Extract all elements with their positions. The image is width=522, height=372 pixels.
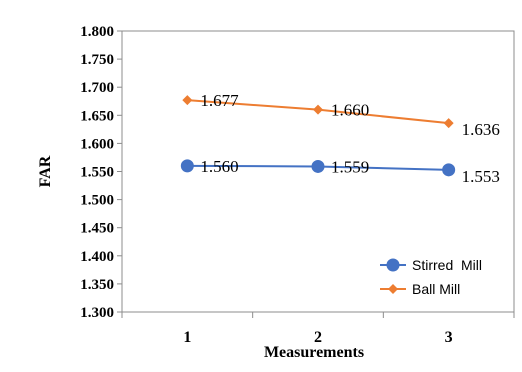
data-label: 1.660	[331, 101, 369, 120]
y-tick-label: 1.500	[80, 193, 114, 209]
data-point	[180, 159, 194, 173]
x-tick-label: 1	[183, 329, 191, 346]
legend-marker	[386, 258, 400, 272]
data-point	[443, 118, 454, 129]
x-axis-ticks: 1 2 3	[121, 312, 515, 346]
legend: Stirred Mill Ball Mill	[380, 257, 482, 297]
y-tick-label: 1.550	[80, 165, 114, 181]
y-axis-title: FAR	[37, 155, 54, 187]
data-label: 1.677	[200, 91, 239, 110]
plot-border	[121, 30, 515, 313]
y-tick-label: 1.750	[80, 52, 114, 68]
y-tick-label: 1.400	[80, 249, 114, 265]
x-tick-label: 2	[314, 329, 322, 346]
y-tick-label: 1.700	[80, 80, 114, 96]
x-tick-label: 3	[445, 329, 453, 346]
data-label: 1.636	[462, 120, 500, 139]
y-tick-label: 1.650	[80, 108, 114, 124]
y-tick-label: 1.600	[80, 136, 114, 152]
series-ball-mill: 1.677 1.660 1.636	[182, 91, 500, 139]
legend-item: Stirred Mill	[380, 257, 482, 273]
legend-label: Stirred Mill	[412, 257, 482, 273]
y-tick-label: 1.800	[80, 24, 114, 40]
data-point	[182, 95, 193, 106]
y-tick-label: 1.350	[80, 277, 114, 293]
legend-label: Ball Mill	[412, 281, 460, 297]
data-point	[442, 163, 456, 177]
plot-area	[121, 30, 515, 313]
data-label: 1.560	[200, 157, 238, 176]
legend-item: Ball Mill	[380, 281, 460, 297]
data-point	[313, 104, 323, 115]
series-layer: 1.560 1.559 1.553 1.677 1.660 1.636	[180, 91, 500, 186]
series-stirred-mill: 1.560 1.559 1.553	[180, 157, 500, 186]
legend-marker	[388, 284, 398, 294]
y-tick-label: 1.450	[80, 221, 114, 237]
x-axis-title: Measurements	[264, 344, 364, 361]
data-label: 1.559	[331, 157, 369, 176]
data-point	[311, 159, 325, 173]
y-tick-label: 1.300	[80, 305, 114, 321]
data-label: 1.553	[462, 167, 500, 186]
y-axis-ticks: 1.300 1.350 1.400 1.450 1.500 1.550 1.600 1.650…	[80, 24, 122, 321]
